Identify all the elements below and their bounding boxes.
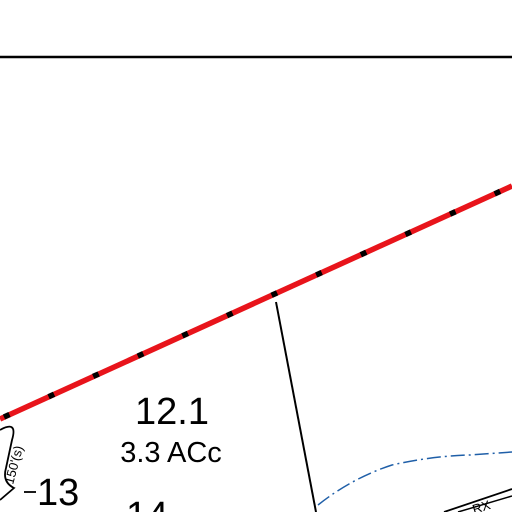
parcel-area-label: 3.3 ACc	[120, 437, 222, 469]
parcel-edge-lower-right-2	[457, 495, 512, 512]
parcel-13-label: 13	[37, 472, 79, 512]
parcel-boundary-line	[275, 301, 317, 512]
parcel-edge-lower-right	[443, 488, 512, 512]
lot-line-curve	[0, 425, 16, 501]
dimension-label: 150'(s)	[1, 444, 26, 486]
stream-line	[317, 451, 512, 506]
parcel-14-label: 14	[126, 495, 168, 512]
partial-parcel-label: RX	[470, 497, 492, 512]
municipal-boundary-line	[0, 183, 512, 422]
parcel-number-label: 12.1	[135, 391, 209, 433]
